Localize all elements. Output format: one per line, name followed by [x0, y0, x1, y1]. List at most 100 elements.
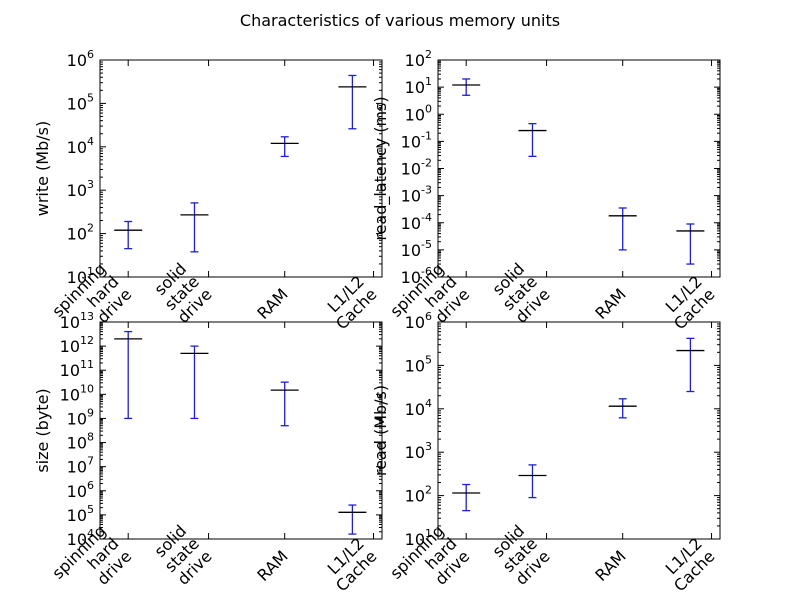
y-tick-exponent: 2 — [425, 48, 432, 61]
y-tick-base: 10 — [60, 313, 80, 332]
y-tick-exponent: 1 — [425, 527, 432, 540]
y-tick-exponent: 10 — [80, 382, 94, 395]
y-tick-base: 10 — [401, 214, 421, 233]
y-tick-base: 10 — [405, 400, 425, 419]
x-category-label: spinningharddrive — [386, 521, 473, 600]
x-category-label: solidstatedrive — [486, 259, 554, 327]
y-tick-label: 10-3 — [401, 184, 432, 206]
y-tick-label: 106 — [67, 48, 94, 70]
y-tick-exponent: 5 — [87, 503, 94, 516]
y-tick-label: 10-2 — [401, 157, 432, 179]
y-tick-base: 10 — [67, 434, 87, 453]
y-tick-label: 10-1 — [401, 129, 432, 151]
y-tick-exponent: 6 — [87, 479, 94, 492]
y-tick-label: 1012 — [60, 334, 94, 356]
y-tick-label: 105 — [405, 353, 432, 375]
y-tick-label: 10-6 — [401, 265, 432, 287]
y-tick-label: 1011 — [60, 358, 94, 380]
y-tick-exponent: 1 — [425, 75, 432, 88]
y-tick-base: 10 — [67, 458, 87, 477]
y-tick-label: 107 — [67, 455, 94, 477]
y-tick-exponent: 6 — [425, 310, 432, 323]
y-tick-exponent: 5 — [425, 353, 432, 366]
x-category-label: L1/L2Cache — [319, 272, 380, 333]
x-category-label-line: RAM — [253, 285, 291, 323]
x-category-label: spinningharddrive — [48, 259, 135, 346]
y-tick-exponent: 4 — [425, 397, 432, 410]
y-tick-base: 10 — [401, 187, 421, 206]
y-tick-exponent: -4 — [421, 211, 432, 224]
y-tick-base: 10 — [405, 105, 425, 124]
y-tick-base: 10 — [405, 78, 425, 97]
y-tick-base: 10 — [405, 51, 425, 70]
y-tick-exponent: 11 — [80, 358, 94, 371]
y-tick-label: 10-5 — [401, 238, 432, 260]
y-axis-label: read (Mb/s) — [371, 385, 390, 476]
y-tick-base: 10 — [67, 409, 87, 428]
chart-title: Characteristics of various memory units — [240, 11, 560, 30]
axes-frame — [99, 321, 383, 540]
y-tick-exponent: 13 — [80, 310, 94, 323]
y-tick-label: 10-4 — [401, 211, 432, 233]
x-category-label-line: RAM — [591, 547, 629, 585]
y-tick-base: 10 — [405, 487, 425, 506]
x-category-label: spinningharddrive — [48, 521, 135, 600]
y-tick-base: 10 — [67, 482, 87, 501]
y-tick-exponent: 4 — [87, 135, 94, 148]
y-tick-exponent: 5 — [87, 91, 94, 104]
y-tick-label: 100 — [405, 102, 432, 124]
y-tick-base: 10 — [405, 443, 425, 462]
y-tick-base: 10 — [67, 268, 87, 287]
y-tick-label: 101 — [67, 265, 94, 287]
y-tick-label: 102 — [405, 484, 432, 506]
y-tick-exponent: -3 — [421, 184, 432, 197]
y-tick-base: 10 — [67, 51, 87, 70]
x-category-label: RAM — [591, 285, 629, 323]
y-tick-base: 10 — [67, 138, 87, 157]
y-tick-base: 10 — [401, 132, 421, 151]
y-tick-exponent: -6 — [421, 265, 432, 278]
y-tick-exponent: 2 — [425, 484, 432, 497]
axes-frame — [437, 321, 721, 540]
y-tick-base: 10 — [67, 225, 87, 244]
x-category-label: spinningharddrive — [386, 259, 473, 346]
y-tick-label: 103 — [67, 178, 94, 200]
y-tick-base: 10 — [405, 530, 425, 549]
y-tick-base: 10 — [67, 181, 87, 200]
y-tick-label: 104 — [67, 527, 94, 549]
y-tick-exponent: 9 — [87, 406, 94, 419]
x-category-label: RAM — [591, 547, 629, 585]
x-category-label: L1/L2Cache — [657, 534, 718, 595]
x-category-label: solidstatedrive — [148, 259, 216, 327]
y-tick-base: 10 — [67, 94, 87, 113]
y-tick-exponent: -5 — [421, 238, 432, 251]
x-category-label: RAM — [253, 285, 291, 323]
y-tick-exponent: 3 — [425, 440, 432, 453]
y-tick-exponent: 2 — [87, 222, 94, 235]
y-tick-label: 105 — [67, 91, 94, 113]
y-tick-base: 10 — [67, 506, 87, 525]
y-tick-label: 101 — [405, 75, 432, 97]
y-tick-label: 109 — [67, 406, 94, 428]
y-tick-label: 102 — [67, 222, 94, 244]
x-category-label-line: RAM — [253, 547, 291, 585]
y-tick-exponent: 12 — [80, 334, 94, 347]
x-category-label-line: RAM — [591, 285, 629, 323]
y-axis-label: read_latency (ms) — [371, 96, 391, 240]
y-tick-base: 10 — [405, 313, 425, 332]
x-category-label: solidstatedrive — [148, 521, 216, 589]
y-tick-label: 108 — [67, 431, 94, 453]
y-tick-label: 104 — [67, 135, 94, 157]
y-tick-exponent: 7 — [87, 455, 94, 468]
y-tick-exponent: -1 — [421, 129, 432, 142]
y-tick-label: 101 — [405, 527, 432, 549]
y-tick-exponent: 6 — [87, 48, 94, 61]
y-tick-base: 10 — [60, 361, 80, 380]
x-category-label: L1/L2Cache — [657, 272, 718, 333]
x-category-label: solidstatedrive — [486, 521, 554, 589]
y-tick-label: 102 — [405, 48, 432, 70]
y-tick-base: 10 — [67, 530, 87, 549]
